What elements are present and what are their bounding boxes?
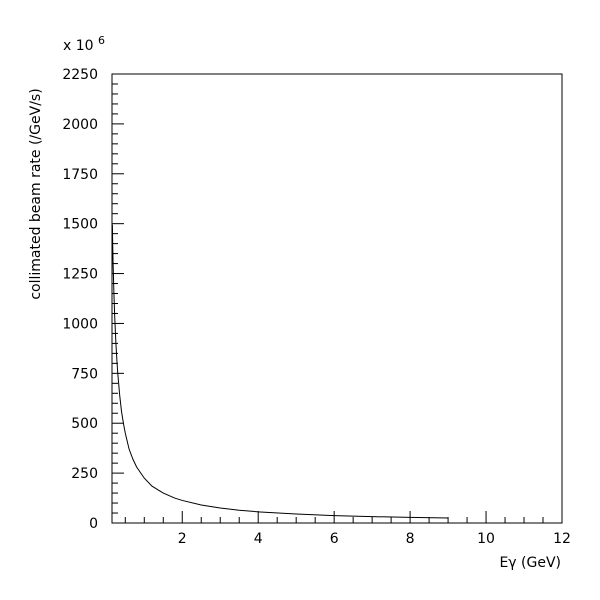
- x-tick-label: 2: [178, 531, 187, 547]
- series-line: [111, 224, 449, 519]
- y-tick-label: 1750: [62, 167, 98, 183]
- x-tick-label: 4: [254, 531, 263, 547]
- y-tick-label: 1500: [62, 217, 98, 233]
- x-axis-label: Eγ (GeV): [499, 555, 561, 571]
- x-tick-label: 8: [406, 531, 415, 547]
- plot-frame: [111, 73, 563, 524]
- y-tick-label: 1250: [62, 267, 98, 283]
- x-tick-label: 12: [553, 531, 571, 547]
- y-multiplier-exponent: 6: [98, 34, 105, 47]
- y-tick-label: 750: [71, 366, 98, 382]
- y-axis-ticks: [112, 73, 124, 524]
- y-tick-label: 0: [89, 516, 98, 532]
- x-axis-tick-labels: 2 4 6 8 10 12: [178, 531, 571, 547]
- x-tick-label: 6: [330, 531, 339, 547]
- y-multiplier-base: x 10: [63, 38, 94, 54]
- y-tick-label: 2000: [62, 117, 98, 133]
- y-axis-label: collimated beam rate (/GeV/s): [28, 88, 44, 299]
- y-tick-label: 500: [71, 416, 98, 432]
- y-axis-tick-labels: 0 250 500 750 1000 1250 1500 1750 2000 2250: [62, 67, 98, 532]
- y-tick-label: 250: [71, 466, 98, 482]
- y-tick-label: 2250: [62, 67, 98, 83]
- x-axis-ticks: [124, 511, 563, 523]
- x-tick-label: 10: [477, 531, 495, 547]
- y-multiplier-label: x 10 6: [63, 34, 105, 54]
- y-tick-label: 1000: [62, 316, 98, 332]
